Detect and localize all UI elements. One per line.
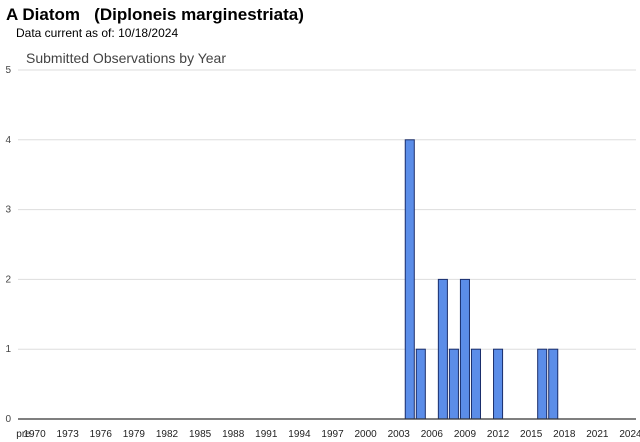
- x-tick-label: 1994: [288, 429, 311, 440]
- x-tick-label: 1997: [321, 429, 344, 440]
- x-tick-label: pre: [16, 429, 31, 440]
- x-tick-label: 2009: [454, 429, 477, 440]
- species-common-name: A Diatom: [6, 5, 80, 24]
- x-tick-label: 1979: [123, 429, 146, 440]
- y-tick-label: 2: [5, 274, 11, 285]
- bar-2016: [537, 348, 548, 420]
- species-scientific-name: (Diploneis marginestriata): [94, 5, 304, 24]
- chart-gridlines: [18, 69, 636, 350]
- y-tick-label: 4: [5, 135, 11, 146]
- bar-2007: [437, 278, 448, 420]
- bar-2010: [470, 348, 482, 420]
- x-tick-label: 2000: [355, 429, 378, 440]
- x-tick-label: 2015: [520, 429, 543, 440]
- y-tick-label: 5: [5, 65, 11, 76]
- x-tick-label: 2012: [487, 429, 510, 440]
- bar-2017: [548, 348, 559, 420]
- data-current-line: Data current as of: 10/18/2024: [16, 26, 178, 40]
- y-tick-label: 3: [5, 205, 11, 216]
- x-tick-label: 1982: [156, 429, 179, 440]
- bar-2012: [493, 348, 504, 420]
- bar-2008: [448, 348, 459, 420]
- x-tick-label: 2024: [619, 429, 640, 440]
- x-tick-label: 2018: [553, 429, 576, 440]
- x-tick-label: 1991: [255, 429, 278, 440]
- y-tick-label: 1: [5, 344, 11, 355]
- bar-2005: [415, 348, 426, 420]
- chart-bars: [404, 139, 559, 420]
- x-tick-label: 1988: [222, 429, 245, 440]
- x-tick-label: 2003: [388, 429, 411, 440]
- chart-title: Submitted Observations by Year: [26, 50, 226, 66]
- y-axis-ticks: 0 1 2 3 4 5: [5, 65, 11, 425]
- data-current-label: Data current as of:: [16, 26, 115, 40]
- bar-2009: [459, 278, 470, 420]
- x-tick-label: 1976: [90, 429, 113, 440]
- x-tick-label: 1985: [189, 429, 212, 440]
- page-title: A Diatom (Diploneis marginestriata): [6, 5, 304, 25]
- y-tick-label: 0: [5, 414, 11, 425]
- x-tick-label: 2021: [586, 429, 609, 440]
- x-tick-label: 1973: [57, 429, 80, 440]
- x-tick-label: 2006: [421, 429, 444, 440]
- bar-2004: [404, 139, 415, 420]
- x-tick-label: 1970: [23, 429, 46, 440]
- data-current-date: 10/18/2024: [118, 26, 179, 40]
